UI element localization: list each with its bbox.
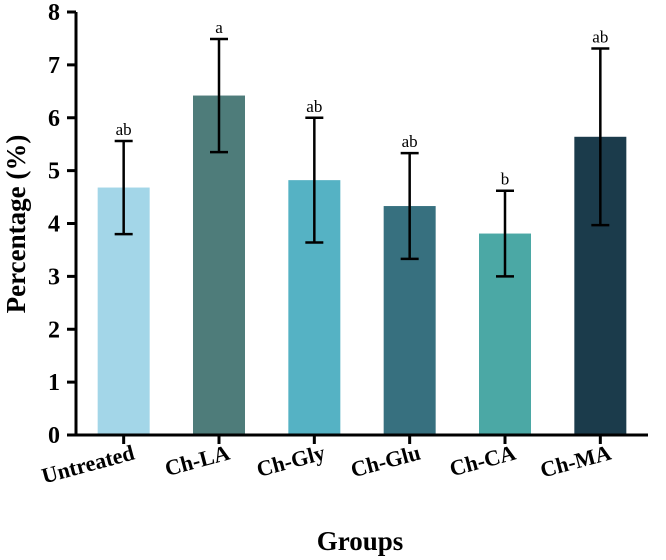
x-tick-label: Ch-MA <box>538 440 614 483</box>
x-tick-label: Ch-Glu <box>348 440 423 483</box>
bars: ab a ab ab b ab <box>97 18 627 435</box>
y-axis-label: Percentage (%) <box>1 135 31 314</box>
y-tick-label: 1 <box>48 370 60 396</box>
y-tick-label: 7 <box>48 53 60 79</box>
y-tick-label: 8 <box>48 0 60 26</box>
x-tick-label: Ch-Gly <box>254 440 328 482</box>
y-tick-label: 6 <box>48 106 60 132</box>
x-tick-label: Ch-CA <box>447 440 519 482</box>
significance-label: a <box>215 18 223 37</box>
significance-label: b <box>501 170 510 189</box>
y-tick-label: 5 <box>48 159 60 185</box>
y-tick-label: 4 <box>48 212 60 238</box>
y-tick-label: 2 <box>48 317 60 343</box>
x-axis-label: Groups <box>317 526 404 556</box>
x-tick-label: Ch-LA <box>162 440 232 481</box>
y-axis: 0 1 2 3 4 5 6 7 8 <box>48 0 78 449</box>
y-tick-label: 3 <box>48 264 60 290</box>
y-tick-label: 0 <box>48 423 60 449</box>
x-axis: Untreated Ch-LA Ch-Gly Ch-Glu Ch-CA Ch-MA <box>39 433 648 488</box>
significance-label: ab <box>402 132 418 151</box>
significance-label: ab <box>116 120 132 139</box>
significance-label: ab <box>306 97 322 116</box>
significance-label: ab <box>592 27 608 46</box>
